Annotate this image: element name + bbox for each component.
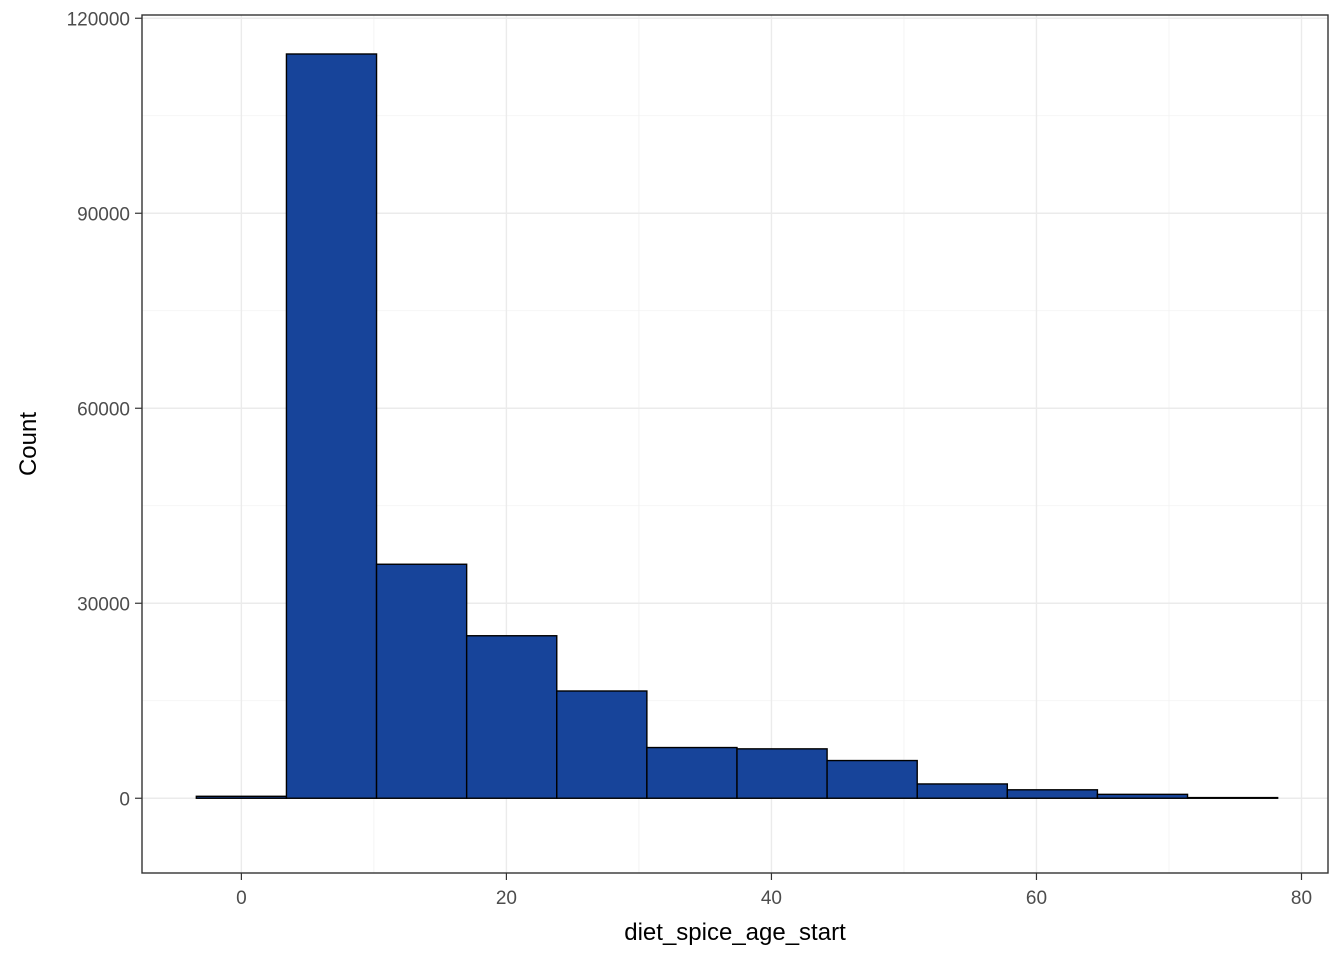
histogram-bar [736,748,828,799]
histogram-bar [916,783,1009,799]
histogram-bar [465,635,558,799]
x-tick-label: 0 [236,888,247,909]
panel-border [141,14,1329,874]
histogram-bar [375,563,468,799]
y-axis-title: Count [15,412,42,476]
histogram-bar [1186,796,1279,799]
y-tick-label: 120000 [67,9,130,30]
x-tick-label: 60 [1026,888,1047,909]
histogram-bars [195,53,1279,799]
histogram-bar [646,746,738,799]
histogram-bar [556,690,648,799]
axis-ticks [135,17,1303,880]
histogram-bar [826,759,918,799]
histogram-bar [195,795,288,799]
histogram-bar [1096,793,1189,799]
tick-labels: 0 20 40 60 80 0 30000 60000 90000 120000 [67,9,1312,909]
x-tick-label: 40 [761,888,782,909]
histogram-bar [285,53,378,799]
y-tick-label: 60000 [77,399,130,420]
x-axis-title: diet_spice_age_start [624,919,846,946]
y-tick-label: 0 [119,789,130,810]
y-tick-label: 30000 [77,594,130,615]
x-tick-label: 20 [496,888,517,909]
y-tick-label: 90000 [77,204,130,225]
histogram-bar [1006,789,1099,799]
x-tick-label: 80 [1291,888,1312,909]
